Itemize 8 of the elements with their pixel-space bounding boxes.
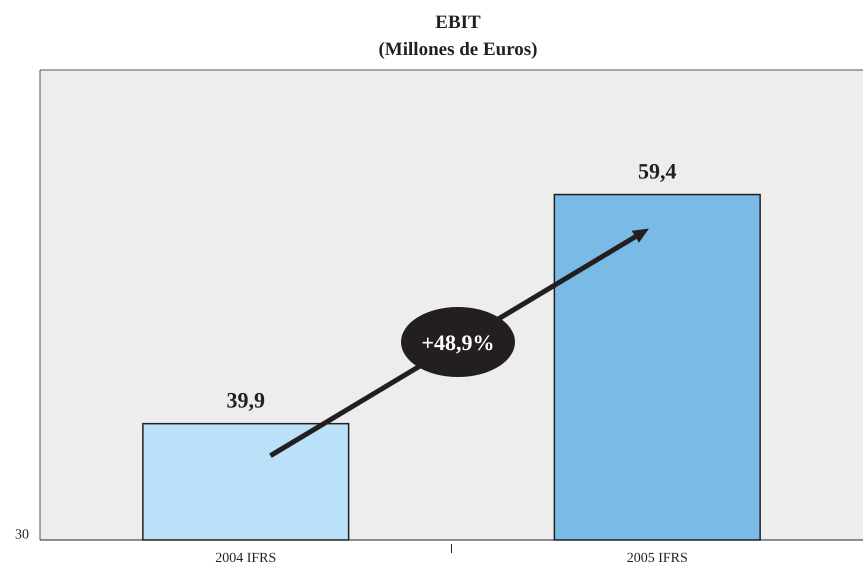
text: 30 [15, 528, 29, 543]
x-tick-label: 2004 IFRS [215, 551, 276, 566]
chart-title: EBIT [435, 12, 482, 33]
data-label: 39,9 [226, 388, 265, 413]
annotation: +48,9% [421, 330, 495, 355]
chart-subtitle: (Millones de Euros) [378, 39, 538, 60]
x-tick-label: 2005 IFRS [626, 551, 688, 566]
data-label: 59,4 [638, 158, 676, 184]
